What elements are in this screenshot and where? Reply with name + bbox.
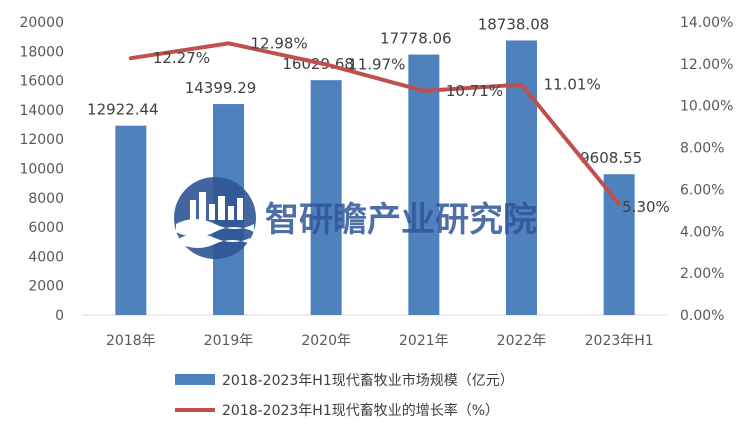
line-point: [617, 202, 621, 206]
bar: [115, 125, 147, 316]
growth-rate-line: [128, 41, 622, 207]
left-axis-tick-label: 10000: [19, 162, 64, 178]
legend-bar-swatch: [175, 374, 215, 385]
line-data-label: 11.97%: [348, 55, 405, 73]
x-axis-tick-label: 2019年: [204, 333, 254, 349]
left-axis-tick-label: 12000: [19, 132, 64, 148]
line-point: [324, 62, 328, 66]
left-axis-tick-label: 6000: [28, 220, 64, 236]
legend: 2018-2023年H1现代畜牧业市场规模（亿元） 2018-2023年H1现代畜…: [175, 372, 514, 419]
right-axis-tick-label: 6.00%: [680, 182, 724, 198]
line-data-label: 5.30%: [622, 198, 670, 216]
bar: [310, 80, 342, 315]
line-point: [129, 56, 133, 60]
right-axis-tick-label: 4.00%: [680, 224, 724, 240]
bar-data-label: 17778.06: [380, 30, 452, 48]
right-axis-tick-label: 8.00%: [680, 141, 724, 157]
x-axis-tick-label: 2018年: [106, 333, 156, 349]
right-axis-tick-label: 0.00%: [680, 308, 724, 324]
source-stamp-text: 搜狐号@智研瞻产业研究院: [548, 421, 740, 440]
x-axis-tick-label: 2023年H1: [585, 333, 654, 349]
left-axis-tick-label: 0: [55, 308, 64, 324]
line-point: [520, 83, 523, 87]
line-point: [422, 89, 426, 93]
line-data-label: 10.71%: [446, 82, 503, 100]
left-axis-tick-label: 18000: [19, 44, 64, 60]
left-axis-tick-label: 8000: [28, 191, 64, 207]
x-axis: 2018年 2019年 2020年 2021年 2022年 2023年H1: [82, 314, 668, 349]
bar: [506, 40, 537, 316]
building-water-logo-icon: [174, 177, 256, 259]
left-axis-tick-label: 4000: [28, 249, 64, 265]
bar-data-label: 18738.08: [478, 15, 550, 33]
bar-data-label: 9608.55: [580, 149, 642, 167]
legend-bar-label: 2018-2023年H1现代畜牧业市场规模（亿元）: [222, 372, 514, 389]
source-stamp: 搜狐号@智研瞻产业研究院: [548, 421, 740, 440]
line-data-label: 12.98%: [251, 34, 308, 52]
x-axis-tick-label: 2020年: [301, 333, 351, 349]
right-y-axis: 0.00% 2.00% 4.00% 6.00% 8.00% 10.00% 12.00% 14.…: [680, 15, 733, 324]
left-axis-tick-label: 14000: [19, 103, 64, 119]
watermark: 智研瞻产业研究院: [174, 177, 537, 259]
right-axis-tick-label: 2.00%: [680, 266, 724, 282]
bar: [603, 174, 635, 315]
left-axis-tick-label: 20000: [19, 15, 64, 31]
legend-line-label: 2018-2023年H1现代畜牧业的增长率（%）: [222, 402, 499, 419]
right-axis-tick-label: 12.00%: [680, 57, 733, 73]
left-axis-tick-label: 16000: [19, 74, 64, 90]
bar: [408, 54, 440, 315]
left-y-axis: 0 2000 4000 6000 8000 10000 12000 14000 16000 180…: [19, 15, 64, 324]
line-point: [227, 41, 230, 45]
x-axis-tick-label: 2021年: [399, 333, 449, 349]
left-axis-tick-label: 2000: [28, 279, 64, 295]
bar-data-label: 14399.29: [185, 79, 257, 97]
watermark-text: 智研瞻产业研究院: [265, 200, 537, 240]
line-series: 12.27% 12.98% 11.97% 10.71% 11.01% 5.30%: [128, 34, 670, 216]
line-data-label: 12.27%: [153, 49, 210, 67]
bar-data-label: 12922.44: [87, 101, 159, 119]
x-axis-tick-label: 2022年: [497, 333, 547, 349]
line-data-label: 11.01%: [544, 76, 601, 94]
right-axis-tick-label: 10.00%: [680, 99, 733, 115]
right-axis-tick-label: 14.00%: [680, 15, 733, 31]
